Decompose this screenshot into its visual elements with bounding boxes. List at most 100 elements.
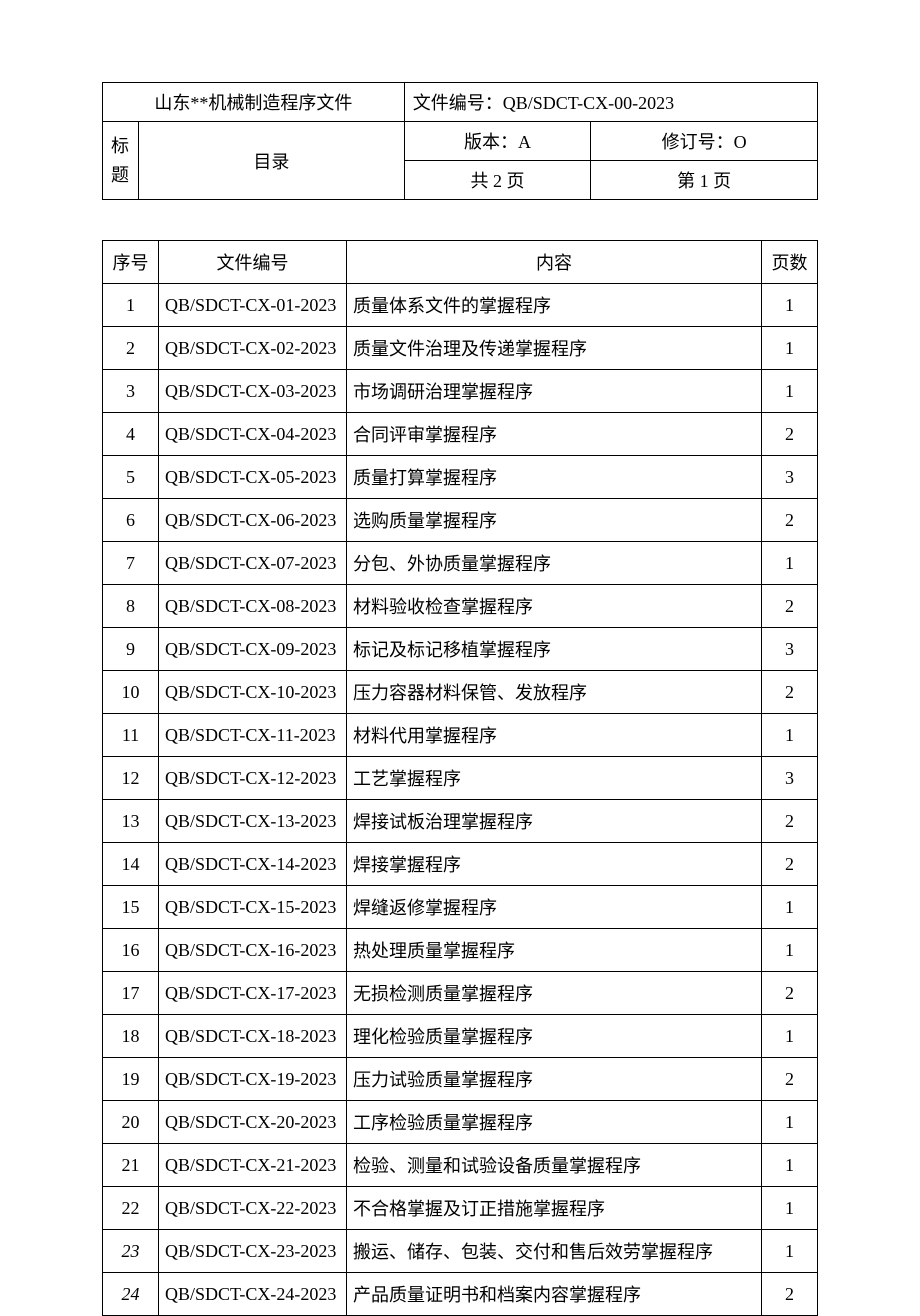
row-content: 搬运、储存、包装、交付和售后效劳掌握程序 [347, 1230, 762, 1273]
title-label: 标题 [103, 122, 139, 200]
row-doc: QB/SDCT-CX-18-2023 [159, 1015, 347, 1058]
row-seq: 1 [103, 284, 159, 327]
doc-no-value: QB/SDCT-CX-00-2023 [503, 93, 674, 113]
table-row: 1QB/SDCT-CX-01-2023质量体系文件的掌握程序1 [103, 284, 818, 327]
row-doc: QB/SDCT-CX-16-2023 [159, 929, 347, 972]
row-doc: QB/SDCT-CX-21-2023 [159, 1144, 347, 1187]
row-doc: QB/SDCT-CX-10-2023 [159, 671, 347, 714]
table-row: 18QB/SDCT-CX-18-2023理化检验质量掌握程序1 [103, 1015, 818, 1058]
revision-cell: 修订号：O [591, 122, 818, 161]
row-pages: 1 [762, 327, 818, 370]
row-doc: QB/SDCT-CX-05-2023 [159, 456, 347, 499]
row-pages: 1 [762, 370, 818, 413]
row-content: 材料代用掌握程序 [347, 714, 762, 757]
table-row: 21QB/SDCT-CX-21-2023检验、测量和试验设备质量掌握程序1 [103, 1144, 818, 1187]
row-doc: QB/SDCT-CX-20-2023 [159, 1101, 347, 1144]
row-seq: 13 [103, 800, 159, 843]
row-seq: 22 [103, 1187, 159, 1230]
table-row: 13QB/SDCT-CX-13-2023焊接试板治理掌握程序2 [103, 800, 818, 843]
table-row: 12QB/SDCT-CX-12-2023工艺掌握程序3 [103, 757, 818, 800]
row-pages: 2 [762, 800, 818, 843]
col-pages-header: 页数 [762, 241, 818, 284]
row-pages: 1 [762, 1230, 818, 1273]
row-seq: 8 [103, 585, 159, 628]
row-content: 热处理质量掌握程序 [347, 929, 762, 972]
version-label: 版本： [464, 132, 518, 152]
row-content: 选购质量掌握程序 [347, 499, 762, 542]
row-seq: 21 [103, 1144, 159, 1187]
row-pages: 1 [762, 1187, 818, 1230]
row-pages: 1 [762, 1015, 818, 1058]
row-seq: 11 [103, 714, 159, 757]
page-current: 第 1 页 [591, 161, 818, 200]
table-row: 5QB/SDCT-CX-05-2023质量打算掌握程序3 [103, 456, 818, 499]
row-doc: QB/SDCT-CX-17-2023 [159, 972, 347, 1015]
row-seq: 9 [103, 628, 159, 671]
row-seq: 17 [103, 972, 159, 1015]
table-row: 20QB/SDCT-CX-20-2023工序检验质量掌握程序1 [103, 1101, 818, 1144]
row-pages: 3 [762, 757, 818, 800]
row-content: 产品质量证明书和档案内容掌握程序 [347, 1273, 762, 1316]
table-row: 22QB/SDCT-CX-22-2023不合格掌握及订正措施掌握程序1 [103, 1187, 818, 1230]
row-seq: 18 [103, 1015, 159, 1058]
row-pages: 2 [762, 1058, 818, 1101]
row-doc: QB/SDCT-CX-24-2023 [159, 1273, 347, 1316]
row-pages: 1 [762, 929, 818, 972]
table-row: 2QB/SDCT-CX-02-2023质量文件治理及传递掌握程序1 [103, 327, 818, 370]
table-row: 9QB/SDCT-CX-09-2023标记及标记移植掌握程序3 [103, 628, 818, 671]
toc-header-row: 序号 文件编号 内容 页数 [103, 241, 818, 284]
title: 目录 [139, 122, 405, 200]
row-pages: 2 [762, 671, 818, 714]
col-doc-header: 文件编号 [159, 241, 347, 284]
row-content: 理化检验质量掌握程序 [347, 1015, 762, 1058]
row-content: 焊接试板治理掌握程序 [347, 800, 762, 843]
table-row: 11QB/SDCT-CX-11-2023材料代用掌握程序1 [103, 714, 818, 757]
version-value: A [518, 132, 531, 152]
row-doc: QB/SDCT-CX-22-2023 [159, 1187, 347, 1230]
row-content: 压力试验质量掌握程序 [347, 1058, 762, 1101]
row-doc: QB/SDCT-CX-15-2023 [159, 886, 347, 929]
row-seq: 16 [103, 929, 159, 972]
row-seq: 2 [103, 327, 159, 370]
row-content: 标记及标记移植掌握程序 [347, 628, 762, 671]
row-doc: QB/SDCT-CX-01-2023 [159, 284, 347, 327]
row-pages: 1 [762, 284, 818, 327]
version-cell: 版本：A [404, 122, 591, 161]
row-pages: 2 [762, 1273, 818, 1316]
document-header-table: 山东**机械制造程序文件 文件编号：QB/SDCT-CX-00-2023 标题 … [102, 82, 818, 200]
row-seq: 5 [103, 456, 159, 499]
table-row: 19QB/SDCT-CX-19-2023压力试验质量掌握程序2 [103, 1058, 818, 1101]
row-seq: 24 [103, 1273, 159, 1316]
row-seq: 15 [103, 886, 159, 929]
row-doc: QB/SDCT-CX-04-2023 [159, 413, 347, 456]
row-content: 材料验收检查掌握程序 [347, 585, 762, 628]
org-name: 山东**机械制造程序文件 [103, 83, 405, 122]
row-pages: 3 [762, 628, 818, 671]
row-doc: QB/SDCT-CX-19-2023 [159, 1058, 347, 1101]
table-row: 7QB/SDCT-CX-07-2023分包、外协质量掌握程序1 [103, 542, 818, 585]
row-pages: 2 [762, 499, 818, 542]
table-row: 15QB/SDCT-CX-15-2023焊缝返修掌握程序1 [103, 886, 818, 929]
table-row: 4QB/SDCT-CX-04-2023合同评审掌握程序2 [103, 413, 818, 456]
pages-total: 共 2 页 [404, 161, 591, 200]
table-row: 16QB/SDCT-CX-16-2023热处理质量掌握程序1 [103, 929, 818, 972]
row-pages: 1 [762, 1144, 818, 1187]
table-row: 24QB/SDCT-CX-24-2023产品质量证明书和档案内容掌握程序2 [103, 1273, 818, 1316]
row-pages: 2 [762, 585, 818, 628]
row-pages: 1 [762, 714, 818, 757]
row-doc: QB/SDCT-CX-02-2023 [159, 327, 347, 370]
toc-table: 序号 文件编号 内容 页数 1QB/SDCT-CX-01-2023质量体系文件的… [102, 240, 818, 1316]
table-row: 17QB/SDCT-CX-17-2023无损检测质量掌握程序2 [103, 972, 818, 1015]
row-seq: 3 [103, 370, 159, 413]
row-content: 焊缝返修掌握程序 [347, 886, 762, 929]
row-doc: QB/SDCT-CX-12-2023 [159, 757, 347, 800]
row-content: 合同评审掌握程序 [347, 413, 762, 456]
row-seq: 20 [103, 1101, 159, 1144]
doc-no-label: 文件编号： [413, 93, 503, 113]
row-content: 无损检测质量掌握程序 [347, 972, 762, 1015]
row-seq: 23 [103, 1230, 159, 1273]
row-content: 工艺掌握程序 [347, 757, 762, 800]
row-doc: QB/SDCT-CX-14-2023 [159, 843, 347, 886]
row-content: 焊接掌握程序 [347, 843, 762, 886]
row-seq: 19 [103, 1058, 159, 1101]
